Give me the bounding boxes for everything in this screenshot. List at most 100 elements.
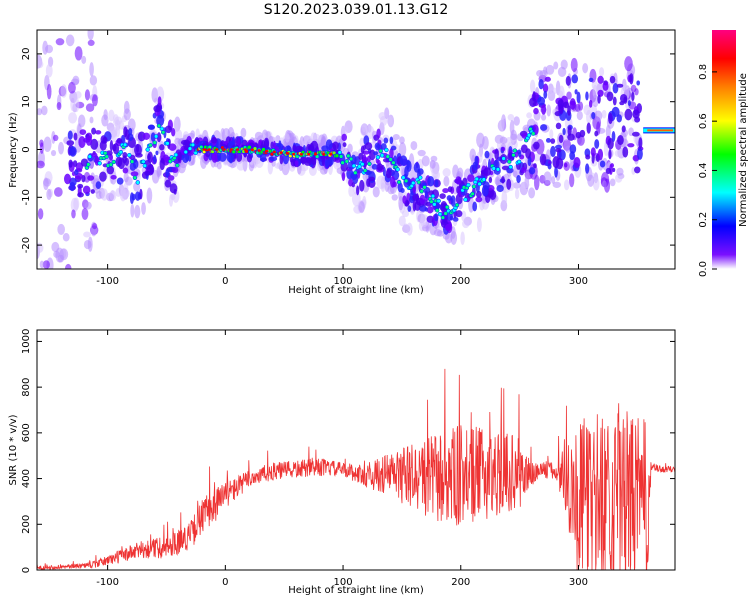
colorbar-label: Normalized spectral amplitude [738,73,749,227]
spectral-blob [68,112,78,124]
spectral-blob [146,187,153,204]
spectral-blob [426,215,435,223]
spectral-blob [602,81,609,92]
spectral-blob [627,143,635,148]
spectral-blob [421,155,430,167]
spectral-blob [398,196,404,211]
colorbar-tick-label: 0.8 [698,64,709,80]
spectral-blob [119,187,127,202]
spectral-blob [410,140,418,151]
spectral-blob [563,101,570,109]
x-tick-label: -100 [96,577,119,588]
spectral-blob [265,149,269,153]
spectral-blob [544,76,551,82]
spectral-blob [619,101,625,106]
spectral-blob [216,162,222,170]
spectral-blob [167,175,175,181]
spectral-blob [624,108,633,121]
spectral-blob [109,163,113,167]
spectral-blob [122,167,129,174]
spectral-blob [89,62,94,77]
spectral-blob [182,152,189,164]
spectral-blob [527,133,531,137]
spectral-blob [560,59,568,70]
spectral-blob [475,196,483,203]
spectral-blob [68,159,73,168]
spectral-blob [513,116,520,126]
spectral-blob [553,61,559,70]
spectral-blob [467,174,475,183]
spectral-blob [426,206,434,214]
spectrogram-x-axis: -100 0 100 200 300 [96,30,588,287]
spectral-blob [341,171,346,182]
spectral-blob [631,131,640,137]
spectral-blob [74,169,79,176]
spectral-blob [257,149,261,152]
spectral-blob [73,132,78,141]
spectral-blob [321,155,325,167]
spectral-blob [359,137,365,147]
spectral-blob [89,116,94,124]
spectral-blob [144,170,151,176]
spectral-blob [90,189,95,194]
spectral-blob [443,175,450,187]
spectral-blob [588,77,594,83]
spectral-blob [153,141,157,145]
spectral-blob [636,80,641,86]
spectral-blob [612,167,616,173]
spectral-blob [115,156,123,168]
spectral-blob [168,143,177,151]
spectral-blob [538,79,544,90]
spectral-blob [564,162,568,168]
spectral-blob [103,109,108,121]
spectral-blob [571,74,579,84]
spectral-blob [357,169,361,179]
spectral-blob [74,91,82,99]
spectral-blob [462,219,470,229]
spectral-blob [517,151,522,158]
spectral-blob [477,182,482,186]
spectral-blob [494,148,499,160]
spectral-blob [591,112,596,120]
spectral-blob [42,40,49,55]
spectral-blob [607,138,614,150]
spectral-blob [78,114,86,128]
spectral-blob [558,90,564,99]
spectral-blob [496,184,504,193]
spectral-blob [105,155,109,159]
spectral-blob [306,135,312,143]
spectral-blob [322,152,326,156]
spectral-blob [371,163,378,170]
spectral-blob [455,210,463,218]
spectral-blob [250,148,254,152]
spectral-blob [587,174,595,187]
spectral-blob [576,110,583,121]
spectral-blob [207,148,211,151]
spectral-blob [502,156,506,161]
spectral-blob [389,148,394,159]
spectral-blob [71,209,76,219]
spectral-blob [549,87,558,95]
spectral-blob [123,108,131,121]
spectral-blob [146,148,150,152]
spectral-blob [447,186,453,193]
spectral-blob [412,200,417,212]
y-tick-label: -20 [21,237,32,253]
spectral-blob [472,185,476,189]
spectral-blob [533,141,540,150]
spectral-blob [466,183,470,187]
spectral-blob [53,250,60,258]
spectral-blob [429,200,434,204]
spectral-blob [501,176,505,184]
colorbar-tick-label: 0.4 [698,162,709,178]
spectral-blob [279,153,284,165]
spectral-blob [364,142,373,151]
spectral-blob [507,160,511,164]
spectral-blob [351,182,355,188]
spectral-blob [557,99,564,109]
spectral-blob [384,148,388,152]
spectral-blob [68,81,76,94]
spectral-blob [437,199,441,203]
spectral-blob [299,152,303,156]
